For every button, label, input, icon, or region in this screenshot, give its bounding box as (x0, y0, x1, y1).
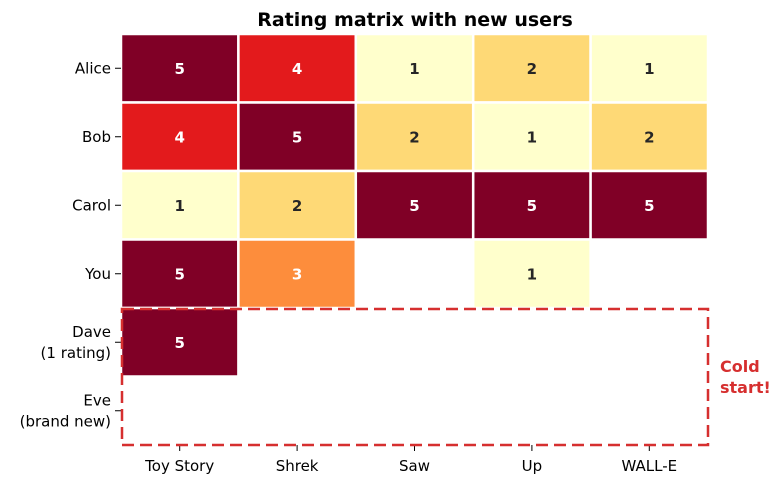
y-axis: Alice Bob Carol You Dave (1 rating) Eve (brand … (20, 59, 121, 430)
heatmap-cell (471, 238, 592, 310)
cell-value-label: 1 (527, 265, 537, 283)
y-tick-label: Bob (82, 128, 111, 146)
cell-value-label: 1 (174, 197, 184, 215)
heatmap-cell (237, 169, 358, 241)
cell-value-label: 3 (292, 265, 302, 283)
heatmap-cell (589, 169, 710, 241)
heatmap-cell (471, 169, 592, 241)
cell-value-label: 5 (174, 265, 184, 283)
heatmap-cells (119, 32, 710, 378)
cell-value-label: 4 (174, 128, 184, 146)
cell-value-label: 2 (527, 60, 537, 78)
cell-value-label: 2 (292, 197, 302, 215)
heatmap-cell (237, 32, 358, 104)
x-tick-label: Toy Story (144, 457, 214, 475)
y-tick-label: Alice (75, 59, 111, 77)
cell-value-label: 2 (409, 128, 419, 146)
cell-value-label: 5 (174, 334, 184, 352)
y-tick-label: You (84, 265, 111, 283)
chart-title: Rating matrix with new users (257, 9, 573, 31)
cell-value-label: 2 (644, 128, 654, 146)
y-tick-label: Eve (brand new) (20, 391, 111, 430)
heatmap-cell (119, 306, 240, 378)
cell-value-label: 5 (409, 197, 419, 215)
cell-value-label: 1 (409, 60, 419, 78)
cell-value-label: 5 (644, 197, 654, 215)
heatmap-cell (589, 101, 710, 173)
cold-start-label: Cold start! (720, 357, 771, 397)
y-tick-label: Dave (1 rating) (41, 323, 111, 362)
cell-value-label: 5 (292, 128, 302, 146)
heatmap-cell (354, 169, 475, 241)
cell-value-label: 4 (292, 60, 302, 78)
x-axis: Toy Story Shrek Saw Up WALL-E (144, 445, 677, 475)
x-tick-label: Saw (399, 457, 430, 475)
cold-start-highlight: Cold start! (120, 307, 771, 447)
cell-value-label: 5 (174, 60, 184, 78)
cell-value-label: 5 (527, 197, 537, 215)
heatmap-cell (237, 238, 358, 310)
cell-value-label: 1 (527, 128, 537, 146)
heatmap-cell-labels: 5 4 1 2 1 4 5 2 1 2 1 2 5 5 5 5 3 1 5 (174, 60, 654, 352)
x-tick-label: WALL-E (621, 457, 677, 475)
y-tick-label: Carol (72, 196, 111, 214)
x-tick-label: Shrek (276, 457, 319, 475)
cold-start-box (120, 307, 710, 447)
x-tick-label: Up (522, 457, 543, 475)
heatmap-cell (354, 101, 475, 173)
cell-value-label: 1 (644, 60, 654, 78)
